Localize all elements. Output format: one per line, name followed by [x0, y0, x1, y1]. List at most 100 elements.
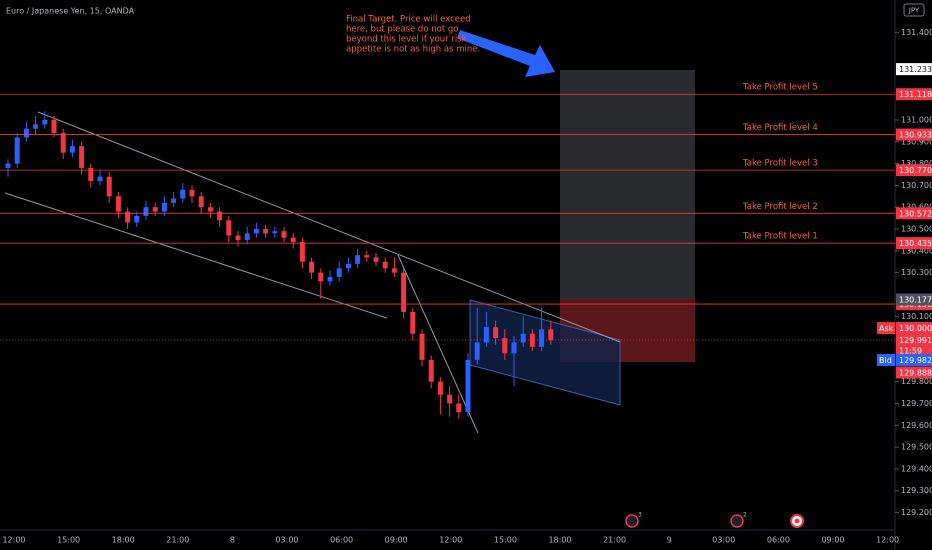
y-tick-label: 129.200 [901, 508, 932, 517]
y-tick-label: 129.700 [901, 399, 932, 408]
candle-body [502, 338, 508, 354]
symbol: Euro / Japanese Yen, 15, OANDA [6, 7, 135, 16]
candle-body [189, 189, 195, 197]
candle-body [69, 146, 75, 153]
price-tag [896, 366, 932, 379]
candle-body [152, 207, 158, 212]
candle-body [171, 198, 177, 203]
price-tag-label: 130.770 [899, 166, 932, 175]
candle-body [79, 146, 85, 168]
candle-body [272, 231, 278, 234]
y-tick-label: 131.000 [901, 115, 932, 124]
candle-body [263, 229, 269, 234]
candle-body [309, 261, 315, 273]
candle-body [345, 263, 351, 269]
price-tag-label: 130.000 [899, 324, 932, 333]
trend-line [397, 254, 479, 434]
price-tag-label: 129.888 [899, 368, 932, 377]
candle-body [23, 128, 29, 138]
countdown-bg [896, 346, 932, 357]
candle-body [299, 242, 305, 262]
candle-body [520, 333, 526, 343]
event-badge: 3 [638, 512, 642, 519]
price-tag [896, 353, 932, 366]
candle-body [281, 231, 287, 238]
ask-tag [877, 322, 895, 335]
candle-body [327, 276, 333, 282]
x-tick-label: 12:00 [439, 536, 462, 545]
candle-body [134, 215, 140, 223]
candle-body [465, 359, 471, 413]
level-name: Take Profit level 5 [742, 83, 818, 93]
y-tick-label: 129.800 [901, 377, 932, 386]
price-tag [896, 293, 932, 306]
y-tick-label: 130.300 [901, 268, 932, 277]
candle-body [511, 342, 517, 354]
candle-body [161, 202, 167, 212]
price-tag [896, 164, 932, 177]
x-tick-label: 15:00 [57, 536, 80, 545]
bid-tag-label: Bid [879, 356, 892, 365]
y-tick-label: 130.100 [901, 312, 932, 321]
price-tag-label: 130.435 [899, 239, 932, 248]
candle-body [51, 119, 57, 134]
x-tick-label: 8 [230, 536, 235, 545]
currency-box [903, 3, 925, 17]
candle-body [60, 133, 66, 153]
x-tick-label: 18:00 [112, 536, 135, 545]
price-tag-label: 129.991 [899, 336, 932, 345]
price-tag [896, 237, 932, 250]
candle-body [5, 163, 11, 168]
x-tick-label: 12:00 [2, 536, 25, 545]
x-tick-label: 06:00 [330, 536, 353, 545]
y-tick-label: 130.600 [901, 203, 932, 212]
price-tag-label: 131.118 [899, 90, 932, 99]
x-tick-label: 21:00 [603, 536, 626, 545]
x-tick-label: 21:00 [166, 536, 189, 545]
trend-line [4, 192, 388, 319]
candle-body [493, 327, 499, 339]
candle-body [401, 272, 407, 312]
price-tag-label: 130.933 [899, 131, 932, 140]
event-icon[interactable] [730, 514, 744, 528]
price-tag [896, 88, 932, 101]
candle-body [42, 119, 48, 125]
candle-body [410, 311, 416, 334]
y-tick-label: 130.500 [901, 225, 932, 234]
candle-body [539, 329, 545, 347]
candle-body [548, 329, 554, 341]
channel [469, 299, 621, 406]
x-tick-label: 03:00 [712, 536, 735, 545]
price-tag [896, 322, 932, 335]
y-tick-label: 130.700 [901, 181, 932, 190]
candle-body [447, 394, 453, 404]
price-tag-label: 129.982 [899, 356, 932, 365]
candle-body [235, 235, 241, 240]
x-tick-label: 18:00 [548, 536, 571, 545]
event-icon[interactable] [625, 514, 639, 528]
y-tick-label: 130.800 [901, 159, 932, 168]
candle-body [419, 333, 425, 360]
candle-body [14, 137, 20, 164]
candle-body [290, 237, 296, 243]
x-tick-label: 06:00 [767, 536, 790, 545]
level-name: Take Profit level 1 [742, 232, 818, 242]
annotation-line: beyond this level if your risk [346, 35, 467, 45]
candle-body [125, 211, 131, 223]
candle-body [474, 342, 480, 360]
level-name: Take Profit level 2 [742, 202, 818, 212]
annotation-line: Final Target. Price will exceed [346, 15, 471, 25]
candle-body [529, 333, 535, 347]
price-tag-label: 131.233 [899, 65, 932, 74]
y-tick-label: 130.900 [901, 137, 932, 146]
x-tick-label: 9 [667, 536, 672, 545]
arrow [457, 30, 555, 77]
target-zone [560, 70, 695, 299]
x-tick-label: 09:00 [385, 536, 408, 545]
level-name: Take Profit level 4 [742, 123, 818, 133]
candle-body [97, 176, 103, 182]
candle-body [253, 229, 259, 234]
candle-body [437, 381, 443, 395]
price-tag [896, 63, 932, 76]
